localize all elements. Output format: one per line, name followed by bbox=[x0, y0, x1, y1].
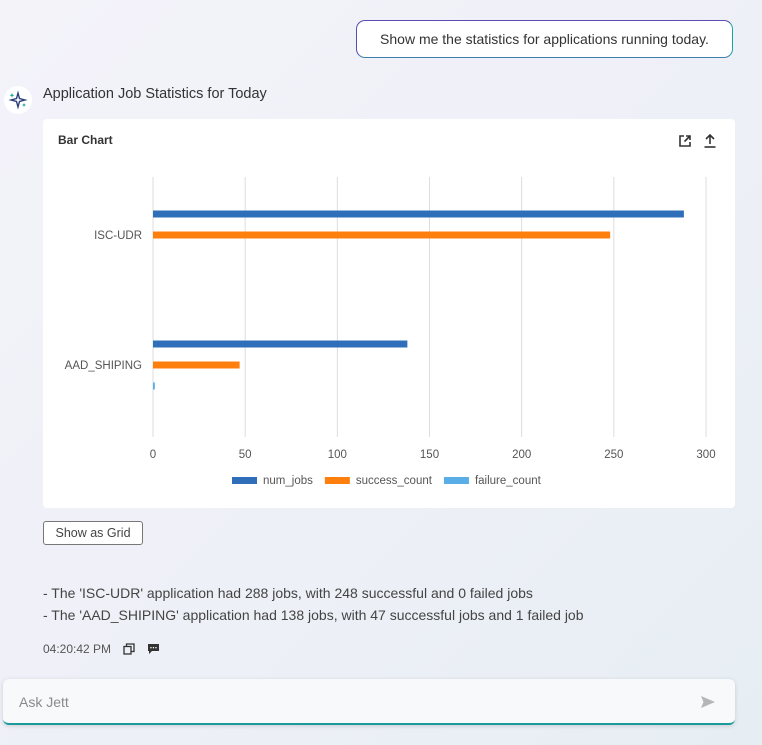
y-category-label: ISC-UDR bbox=[94, 230, 142, 242]
timestamp: 04:20:42 PM bbox=[43, 642, 112, 656]
share-upload-icon[interactable] bbox=[702, 133, 718, 149]
sparkle-bot-icon bbox=[4, 86, 32, 114]
chat-input-bar bbox=[3, 679, 735, 725]
x-tick-label: 50 bbox=[239, 449, 252, 461]
response-title: Application Job Statistics for Today bbox=[43, 86, 267, 102]
x-tick-label: 0 bbox=[150, 449, 156, 461]
bar-chart: 0 50 100 150 200 250 300 ISC-UDR AAD_SHIPING num_… bbox=[65, 177, 716, 487]
legend-swatch bbox=[324, 477, 350, 484]
copy-icon[interactable] bbox=[123, 643, 135, 655]
summary-line: - The 'ISC-UDR' application had 288 jobs… bbox=[43, 585, 533, 601]
legend-label: failure_count bbox=[475, 475, 542, 487]
comment-icon[interactable] bbox=[147, 643, 160, 655]
x-tick-label: 150 bbox=[420, 449, 439, 461]
bar bbox=[153, 340, 408, 348]
user-message-bubble: Show me the statistics for applications … bbox=[356, 20, 733, 58]
bar bbox=[153, 361, 240, 369]
summary-line: - The 'AAD_SHIPING' application had 138 … bbox=[43, 607, 584, 623]
show-as-grid-button[interactable]: Show as Grid bbox=[43, 521, 143, 545]
user-message-text: Show me the statistics for applications … bbox=[380, 31, 709, 47]
x-tick-label: 300 bbox=[696, 449, 715, 461]
legend-swatch bbox=[232, 477, 257, 484]
bar bbox=[153, 231, 611, 239]
x-tick-label: 200 bbox=[512, 449, 531, 461]
message-meta: 04:20:42 PM bbox=[43, 641, 160, 657]
legend-label: num_jobs bbox=[263, 475, 313, 487]
y-category-label: AAD_SHIPING bbox=[65, 360, 142, 372]
bar bbox=[153, 382, 155, 390]
x-tick-label: 250 bbox=[604, 449, 623, 461]
x-tick-label: 100 bbox=[328, 449, 347, 461]
chart-card: 0 50 100 150 200 250 300 ISC-UDR AAD_SHIPING num_… bbox=[43, 119, 735, 508]
send-icon[interactable] bbox=[699, 693, 717, 711]
chart-title: Bar Chart bbox=[58, 133, 113, 147]
bar bbox=[153, 210, 684, 218]
legend-swatch bbox=[443, 477, 469, 484]
ask-input[interactable] bbox=[17, 689, 681, 715]
legend-label: success_count bbox=[356, 475, 433, 487]
open-external-icon[interactable] bbox=[677, 133, 693, 149]
response-summary: - The 'ISC-UDR' application had 288 jobs… bbox=[43, 582, 584, 626]
